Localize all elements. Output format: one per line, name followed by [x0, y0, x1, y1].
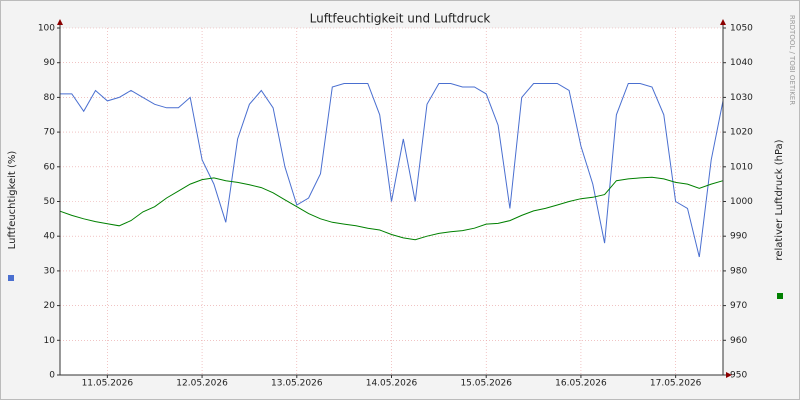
y2-tick-label: 1030 — [730, 93, 753, 103]
x-axis-arrow — [726, 372, 732, 378]
y-tick-label: 20 — [44, 301, 56, 311]
y2-tick-label: 990 — [730, 232, 747, 242]
y2-tick-label: 1040 — [730, 58, 753, 68]
y-tick-label: 90 — [44, 58, 56, 68]
y2-tick-label: 1000 — [730, 197, 753, 207]
y-axis-arrow — [57, 19, 63, 25]
y2-tick-label: 960 — [730, 336, 747, 346]
watermark: RRDTOOL / TOBI OETIKER — [788, 15, 796, 105]
x-tick-label: 15.05.2026 — [460, 379, 512, 389]
y-tick-label: 0 — [49, 371, 55, 381]
series-line — [59, 176, 724, 241]
y2-axis-arrow — [720, 19, 726, 25]
y2-tick-label: 980 — [730, 266, 747, 276]
y-tick-label: 30 — [44, 266, 56, 276]
y2-tick-label: 970 — [730, 301, 747, 311]
y-tick-label: 80 — [44, 93, 56, 103]
y-axis-title: Luftfeuchtigkeit (%) — [7, 151, 18, 250]
x-tick-label: 14.05.2026 — [366, 379, 418, 389]
y2-tick-label: 950 — [730, 371, 747, 381]
x-tick-label: 12.05.2026 — [176, 379, 228, 389]
y2-axis-title: relativer Luftdruck (hPa) — [774, 139, 785, 260]
y2-tick-label: 1020 — [730, 128, 753, 138]
legend-swatch — [8, 275, 14, 281]
x-tick-label: 16.05.2026 — [555, 379, 607, 389]
y-tick-label: 100 — [38, 24, 55, 34]
y-tick-label: 60 — [44, 162, 56, 172]
series-line — [60, 83, 724, 258]
y-tick-label: 40 — [44, 232, 56, 242]
y2-tick-label: 1010 — [730, 162, 753, 172]
x-tick-label: 13.05.2026 — [271, 379, 323, 389]
y-tick-label: 70 — [44, 128, 56, 138]
y-tick-label: 10 — [44, 336, 56, 346]
legend-swatch — [777, 293, 783, 299]
y-tick-label: 50 — [44, 197, 56, 207]
chart-title: Luftfeuchtigkeit und Luftdruck — [310, 12, 491, 26]
x-tick-label: 17.05.2026 — [650, 379, 702, 389]
x-tick-label: 11.05.2026 — [82, 379, 134, 389]
y2-tick-label: 1050 — [730, 24, 753, 34]
